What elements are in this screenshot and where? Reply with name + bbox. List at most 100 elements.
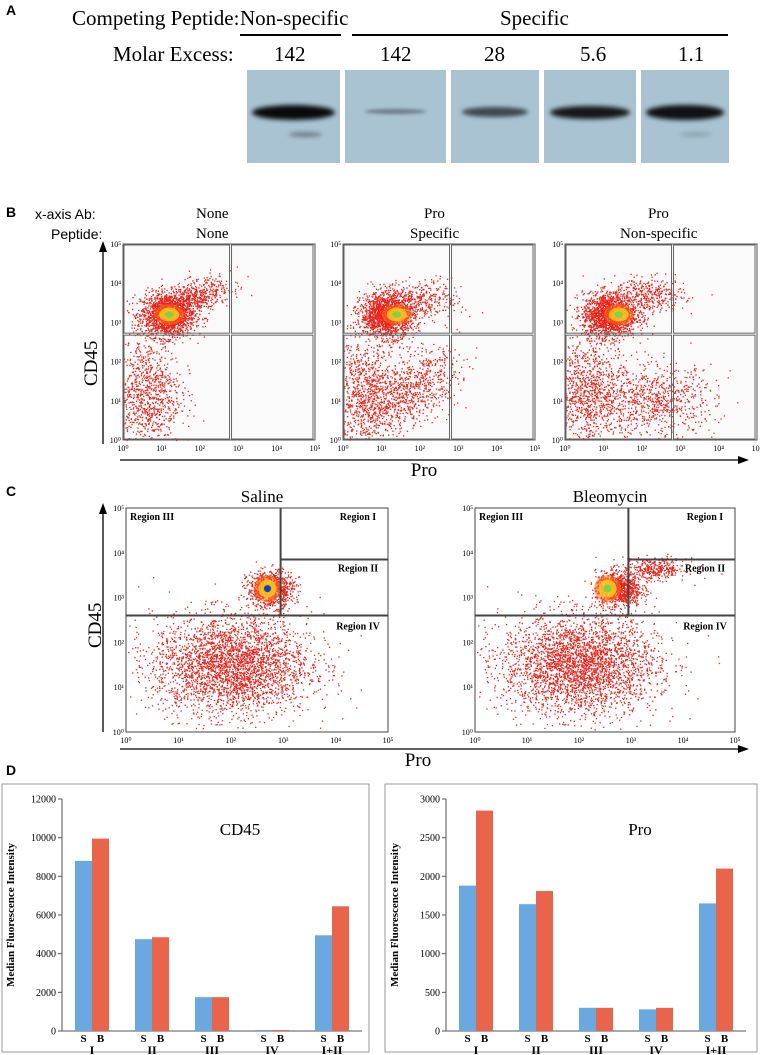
blot-lane [544,70,636,163]
x-tick-label: 10⁵ [383,736,394,745]
x-tick-label: 10⁵ [730,736,741,745]
chart-title: CD45 [220,820,261,839]
x-tick-label: 10⁰ [469,736,480,745]
gate [231,334,314,440]
series-label: B [481,1033,489,1045]
nonspecific-label: Non-specific [240,6,349,30]
series-label: S [524,1033,530,1045]
series-label: S [644,1033,650,1045]
x-tick-label: 10¹ [598,444,609,453]
y-tick-label: 2500 [420,833,440,844]
y-tick-label: 10³ [111,318,122,327]
bar-b [272,1030,289,1031]
flow-plot: 10⁰ 10¹ 10² 10³ 10⁴ 10⁵ 10⁰ 10¹ 10² 10³ 10⁴ 10⁵ [110,240,321,453]
flow-plot: 10⁰ 10¹ 10² 10³ 10⁴ 10⁵ 10⁰ 10¹ 10² 10³ 10⁴ 10⁵ [552,240,760,453]
category-label: I [90,1043,95,1055]
plot-peptide-label: None [196,226,229,242]
series-label: B [661,1033,669,1045]
x-tick-label: 10² [637,444,648,453]
y-axis-label: Median Fluorescence Intensity [389,843,401,988]
panel-c-flow-plots: CD45 Pro Saline Region III Region I Region II… [85,487,749,771]
y-tick-label: 3000 [420,795,440,806]
x-tick-label: 10³ [453,444,464,453]
y-tick-label: 10⁵ [113,504,124,513]
blot-minor-band [679,132,711,137]
x-tick-label: 10² [574,736,585,745]
y-tick-label: 10⁰ [552,436,563,445]
plot-xab-label: Pro [424,206,445,222]
chart-title: Pro [628,820,652,839]
x-axis-label: Pro [411,460,437,476]
region-label: Region IV [336,622,380,633]
plot-xab-label: Pro [648,206,669,222]
y-tick-label: 2000 [420,872,440,883]
blot-band [365,109,426,115]
plot-xab-label: None [196,206,229,222]
x-tick-label: 10⁴ [713,444,724,453]
plot-frame [474,507,736,733]
series-label: S [320,1033,326,1045]
x-tick-label: 10³ [233,444,244,453]
x-tick-label: 10⁴ [271,444,282,453]
bar-b [716,868,733,1031]
plot-frame [342,243,536,441]
y-tick-label: 4000 [36,949,56,960]
blot-band [646,105,724,120]
blot-minor-band [288,132,323,137]
category-label: IV [649,1043,663,1055]
x-tick-label: 10³ [626,736,637,745]
bar-s [519,904,536,1031]
x-axis-arrowhead [738,745,749,753]
blot-lane [345,70,446,163]
blot-lane [247,70,340,163]
region-label: Region II [685,564,725,575]
category-label: III [589,1043,603,1055]
panel-d-bar-charts: Median Fluorescence Intensity CD45 0 2000 40… [1,783,758,1055]
panel-b-label: B [6,204,17,220]
density-hotspot [392,311,402,318]
y-axis-label: Median Fluorescence Intensity [5,843,17,988]
category-label: I+II [322,1043,343,1055]
bar-s [195,997,212,1031]
series-label: S [584,1033,590,1045]
blot-lane [641,70,729,163]
y-tick-label: 10³ [463,594,474,603]
density-hotspot [614,311,624,318]
y-tick-label: 1500 [420,911,440,922]
bar-b [152,937,169,1031]
bar-b [596,1007,613,1031]
x-tick-label: 10³ [675,444,686,453]
y-tick-label: 10⁴ [113,549,124,558]
category-label: III [205,1043,219,1055]
x-tick-label: 10⁰ [559,444,570,453]
competing-peptide-label: Competing Peptide: [72,6,240,30]
bar-s [135,939,152,1031]
series-label: S [464,1033,470,1045]
series-label: B [721,1033,729,1045]
chart-frame [384,783,758,1053]
y-tick-label: 1000 [420,949,440,960]
x-tick-label: 10¹ [173,736,184,745]
gate [451,244,534,334]
plot-peptide-label: Non-specific [620,226,698,242]
region-label: Region II [338,564,378,575]
y-tick-label: 10000 [31,833,56,844]
flow-plot: Bleomycin Region III Region I Region II Regi… [462,487,741,745]
bar-s [75,860,92,1031]
plot-title: Bleomycin [573,487,648,506]
flow-plot: Saline Region III Region I Region II Region … [113,487,394,745]
x-tick-label: 10² [195,444,206,453]
blot-band [251,105,336,120]
category-label: II [531,1043,541,1055]
series-label: B [157,1033,165,1045]
y-tick-label: 10² [463,638,474,647]
bar-s [255,1030,272,1031]
bar-b [332,906,349,1031]
y-tick-label: 10⁴ [330,279,341,288]
series-label: S [200,1033,206,1045]
bar-s [639,1009,656,1031]
molar-value: 142 [380,42,412,66]
y-tick-label: 10² [114,638,125,647]
flow-plot: 10⁰ 10¹ 10² 10³ 10⁴ 10⁵ 10⁰ 10¹ 10² 10³ 10⁴ 10⁵ [330,240,541,453]
chart-frame [1,783,370,1053]
